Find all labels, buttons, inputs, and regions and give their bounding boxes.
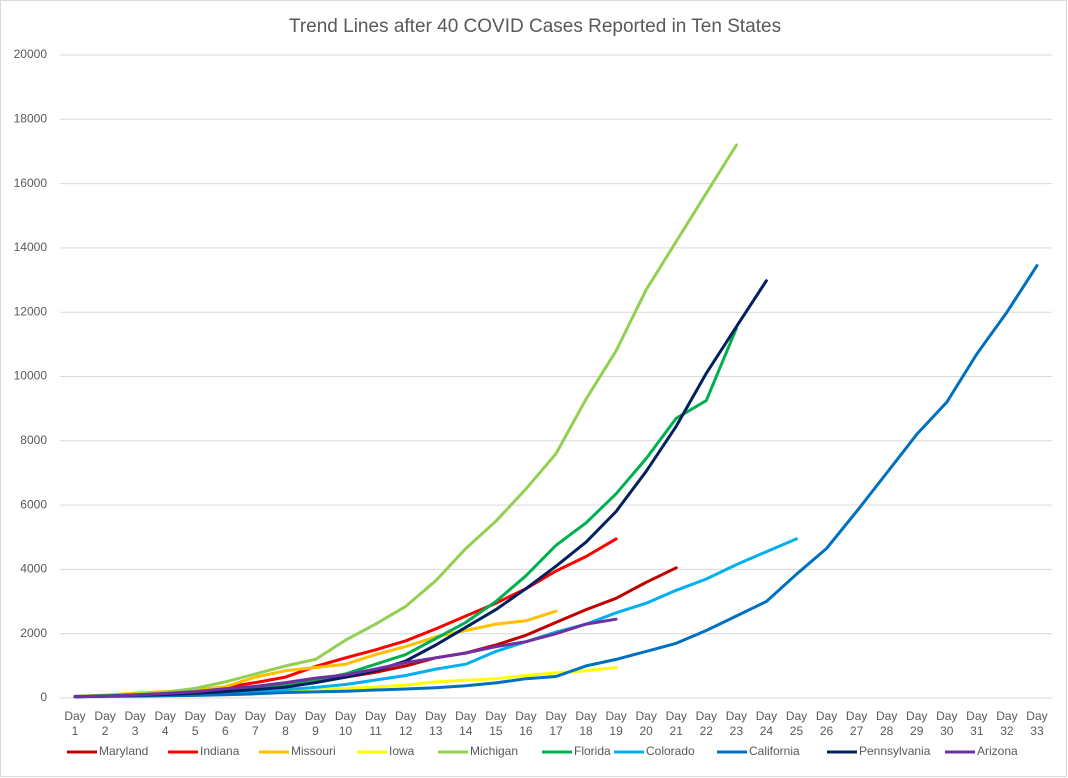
legend-label: Pennsylvania [859, 744, 931, 758]
y-tick-label: 10000 [14, 369, 48, 383]
x-tick-label: Day 33 [1026, 709, 1048, 738]
series-line [73, 143, 738, 698]
legend-label: Iowa [389, 744, 415, 758]
x-tick-label: Day 22 [695, 709, 717, 738]
x-tick-label: Day 6 [214, 709, 236, 738]
x-tick-label: Day 9 [304, 709, 327, 738]
x-tick-label: Day 16 [515, 709, 537, 738]
y-tick-label: 2000 [20, 626, 47, 640]
x-tick-label: Day 18 [575, 709, 597, 738]
legend-label: Colorado [646, 744, 695, 758]
x-tick-label: Day 21 [665, 709, 687, 738]
y-tick-label: 4000 [20, 562, 47, 576]
legend-label: Indiana [200, 744, 240, 758]
x-tick-label: Day 4 [154, 709, 176, 738]
x-tick-label: Day 7 [244, 709, 267, 738]
x-tick-label: Day 31 [966, 709, 988, 738]
y-tick-label: 18000 [14, 111, 48, 125]
x-tick-label: Day 13 [425, 709, 447, 738]
y-tick-label: 6000 [20, 497, 47, 511]
x-tick-label: Day 25 [785, 709, 808, 738]
x-tick-label: Day 32 [996, 709, 1018, 738]
chart-title: Trend Lines after 40 COVID Cases Reporte… [289, 16, 781, 37]
legend-label: Florida [574, 744, 611, 758]
x-tick-label: Day 8 [274, 709, 297, 738]
x-tick-label: Day 12 [395, 709, 417, 738]
x-tick-label: Day 14 [455, 709, 477, 738]
y-tick-label: 16000 [14, 176, 48, 190]
y-tick-label: 20000 [14, 47, 48, 61]
legend-label: Maryland [99, 744, 148, 758]
x-tick-label: Day 19 [605, 709, 627, 738]
x-tick-label: Day 1 [64, 709, 86, 738]
x-tick-label: Day 10 [334, 709, 357, 738]
y-tick-label: 14000 [14, 240, 48, 254]
legend-label: Missouri [291, 744, 336, 758]
x-tick-label: Day 23 [725, 709, 748, 738]
x-tick-label: Day 27 [845, 709, 868, 738]
x-tick-label: Day 11 [364, 709, 387, 738]
x-tick-label: Day 26 [815, 709, 838, 738]
legend-label: Arizona [977, 744, 1018, 758]
x-tick-label: Day 5 [184, 709, 206, 738]
series-line [73, 617, 618, 699]
legend-label: California [749, 744, 800, 758]
x-tick-label: Day 29 [906, 709, 928, 738]
y-tick-label: 0 [40, 690, 47, 704]
x-tick-label: Day 30 [936, 709, 958, 738]
x-tick-label: Day 17 [545, 709, 567, 738]
x-tick-label: Day 15 [485, 709, 507, 738]
legend-label: Michigan [470, 744, 518, 758]
x-tick-label: Day 20 [635, 709, 657, 738]
x-tick-label: Day 3 [124, 709, 146, 738]
y-tick-label: 12000 [14, 304, 48, 318]
y-tick-label: 8000 [20, 433, 47, 447]
x-tick-label: Day 28 [875, 709, 898, 738]
series-line [73, 264, 1039, 699]
x-tick-label: Day 2 [94, 709, 116, 738]
x-tick-label: Day 24 [755, 709, 778, 738]
